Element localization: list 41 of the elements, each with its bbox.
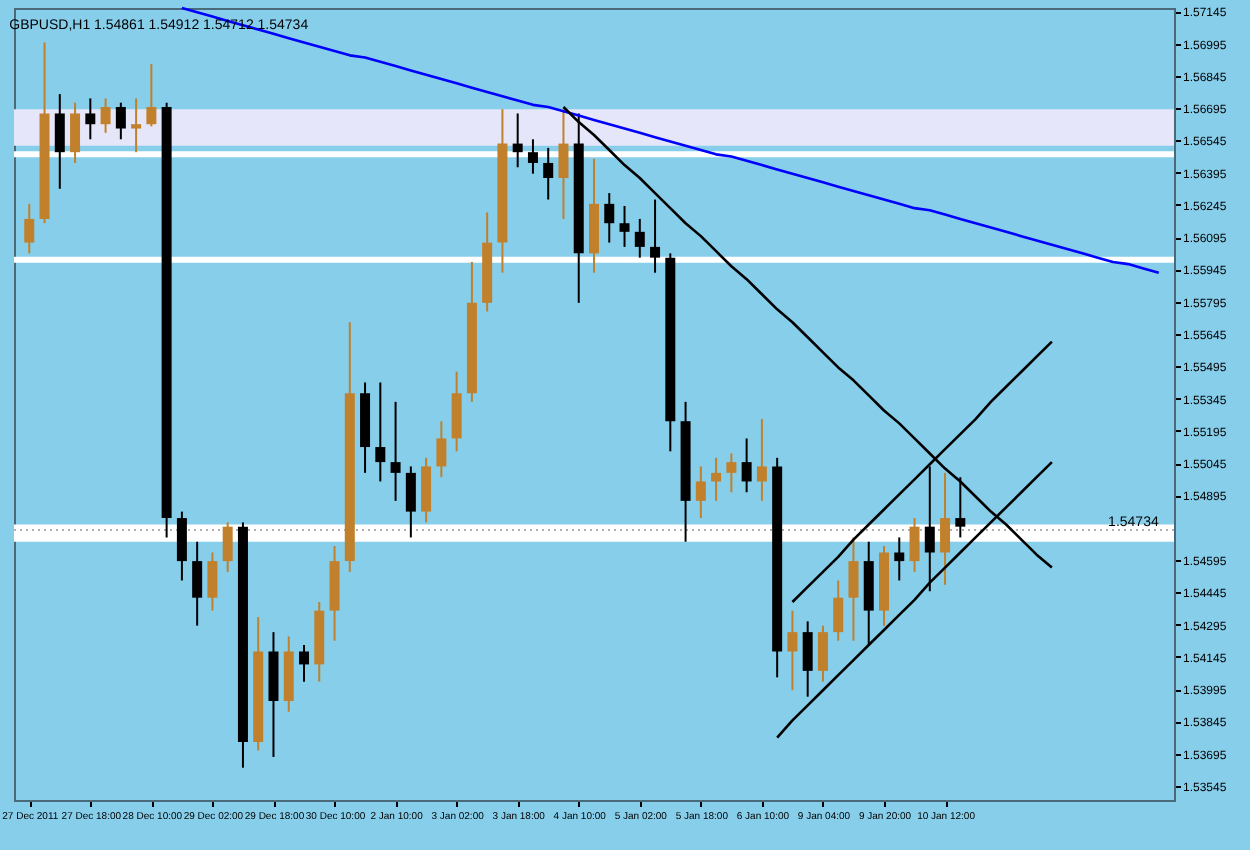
candlestick (940, 471, 951, 586)
candlestick (695, 465, 706, 520)
candlestick (711, 456, 722, 502)
candlestick (222, 521, 233, 573)
candlestick (100, 97, 111, 134)
candlestick (421, 456, 432, 524)
candlestick (131, 97, 142, 154)
candlestick (802, 620, 813, 698)
candlestick (207, 551, 218, 612)
candlestick (604, 192, 615, 244)
candlestick (192, 540, 203, 627)
candlestick (146, 62, 157, 128)
candlestick (726, 452, 737, 494)
candlestick (299, 644, 309, 683)
candlestick (741, 437, 752, 494)
candlestick (436, 420, 447, 479)
candlestick (527, 138, 538, 175)
candlestick (85, 97, 96, 141)
candlestick (543, 146, 554, 201)
candlestick (817, 624, 828, 683)
candlestick (848, 536, 859, 642)
candlestick (650, 198, 661, 274)
candlestick (894, 536, 905, 582)
candlestick (115, 101, 126, 141)
candlestick (512, 112, 523, 169)
candlestick (24, 202, 35, 255)
candlestick (619, 205, 630, 248)
candlestick (176, 510, 187, 582)
candlestick (787, 609, 798, 692)
candlestick (70, 101, 81, 164)
candlestick (375, 381, 386, 483)
candlestick (54, 93, 65, 190)
candlestick (833, 579, 844, 642)
candlestick (634, 217, 645, 259)
candlestick (955, 476, 966, 539)
candlestick (756, 418, 767, 502)
candlestick (909, 517, 920, 573)
candlestick (390, 400, 401, 502)
candlestick (405, 465, 416, 539)
candlestick (558, 108, 569, 220)
candlestick (451, 370, 462, 453)
